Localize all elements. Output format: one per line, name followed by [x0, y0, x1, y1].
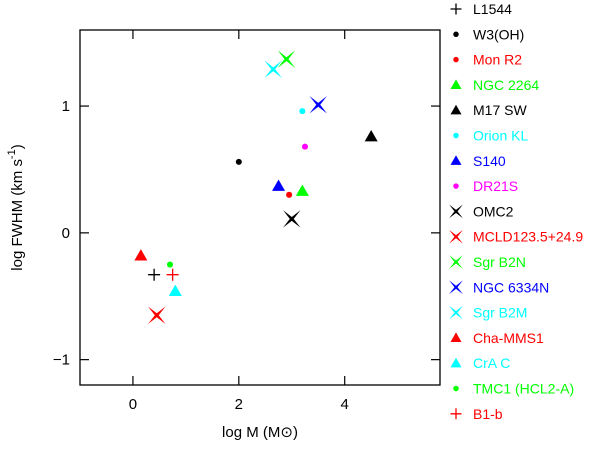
legend-marker [450, 3, 462, 15]
legend-label: S140 [473, 153, 506, 169]
legend-marker [453, 132, 459, 139]
y-axis-title: log FWHM (km s-1) [6, 144, 26, 270]
point-cha-mms1 [134, 249, 148, 261]
legend-marker [450, 332, 462, 343]
legend-label: Orion KL [473, 128, 528, 144]
legend-marker [449, 280, 463, 295]
legend-item-omc2: OMC2 [449, 203, 514, 219]
point-s140 [272, 179, 286, 191]
plot-frame [79, 29, 441, 386]
legend-item-l1544: L1544 [450, 1, 512, 17]
data-points [134, 50, 378, 325]
legend-item-cra-c: CrA C [450, 355, 510, 371]
legend-marker [449, 229, 463, 244]
x-tick-label: 0 [129, 396, 137, 413]
legend-label: L1544 [473, 1, 512, 17]
legend-label: W3(OH) [473, 26, 524, 42]
x-tick-label: 4 [341, 396, 349, 413]
legend-label: Mon R2 [473, 52, 522, 68]
legend-marker [453, 31, 459, 38]
legend-item-sgr-b2m: Sgr B2M [449, 305, 527, 321]
legend-marker [453, 56, 459, 63]
legend-label: CrA C [473, 355, 510, 371]
legend-item-mcld123-5-24-9: MCLD123.5+24.9 [449, 229, 583, 245]
solar-mass-symbol: ⊙ [280, 424, 293, 441]
legend-item-ngc-6334n: NGC 6334N [449, 279, 549, 295]
point-sgr-b2m [264, 60, 282, 79]
legend-item-b1-b: B1-b [450, 406, 503, 422]
legend-label: TMC1 (HCL2-A) [473, 381, 574, 397]
legend-marker [449, 255, 463, 269]
legend-marker [450, 155, 462, 165]
x-axis-title: log M (M⊙) [222, 424, 298, 441]
point-mcld123-5-24-9 [148, 306, 166, 325]
plot-axes: 0 2 4 −1 0 1 log M (M⊙) log FWHM (km s-1) [6, 29, 441, 441]
point-dr21s [301, 143, 309, 150]
legend-label: Sgr B2N [473, 254, 526, 270]
legend-item-tmc1-hcl2-a: TMC1 (HCL2-A) [453, 381, 574, 397]
legend-item-dr21s: DR21S [453, 178, 518, 194]
legend-label: M17 SW [473, 102, 527, 118]
legend-marker [453, 385, 459, 392]
legend-item-m17-sw: M17 SW [450, 102, 527, 118]
legend-label: Cha-MMS1 [473, 330, 544, 346]
legend-label: OMC2 [473, 203, 514, 219]
legend-marker [453, 183, 459, 189]
legend-marker [449, 305, 463, 320]
legend-label: B1-b [473, 406, 503, 422]
legend-marker [450, 408, 462, 420]
legend-label: NGC 2264 [473, 77, 539, 93]
point-tmc1-hcl2-a [166, 261, 174, 268]
y-tick-label: 0 [62, 225, 70, 242]
legend-label: NGC 6334N [473, 279, 549, 295]
legend-item-mon-r2: Mon R2 [453, 52, 522, 68]
point-ngc-2264 [295, 184, 309, 196]
legend-item-orion-kl: Orion KL [453, 128, 528, 144]
point-mon-r2 [286, 191, 293, 198]
point-m17-sw [364, 130, 378, 142]
y-tick-label: −1 [53, 352, 70, 369]
point-l1544 [148, 268, 161, 281]
legend-item-s140: S140 [450, 153, 506, 169]
x-tick-label: 2 [235, 396, 243, 413]
legend-label: DR21S [473, 178, 518, 194]
legend-item-w3-oh: W3(OH) [453, 26, 524, 42]
point-ngc-6334n [309, 96, 327, 114]
legend-marker [450, 357, 462, 368]
legend-marker [450, 79, 462, 90]
point-cra-c [168, 284, 182, 297]
legend-item-sgr-b2n: Sgr B2N [449, 254, 526, 270]
y-tick-label: 1 [62, 98, 70, 115]
y-axis-exponent: -1 [6, 149, 18, 159]
point-w3-oh [235, 158, 242, 165]
point-omc2 [283, 210, 301, 228]
legend-label: MCLD123.5+24.9 [473, 229, 583, 245]
legend-label: Sgr B2M [473, 305, 527, 321]
legend-marker [450, 104, 462, 115]
legend-item-cha-mms1: Cha-MMS1 [450, 330, 544, 346]
legend: L1544 W3(OH) Mon R2 NGC 2264 M17 SW Orion KL S… [449, 1, 583, 422]
legend-marker [449, 204, 463, 219]
point-b1-b [166, 268, 179, 281]
legend-item-ngc-2264: NGC 2264 [450, 77, 539, 93]
point-orion-kl [299, 108, 306, 115]
point-sgr-b2n [277, 50, 296, 68]
